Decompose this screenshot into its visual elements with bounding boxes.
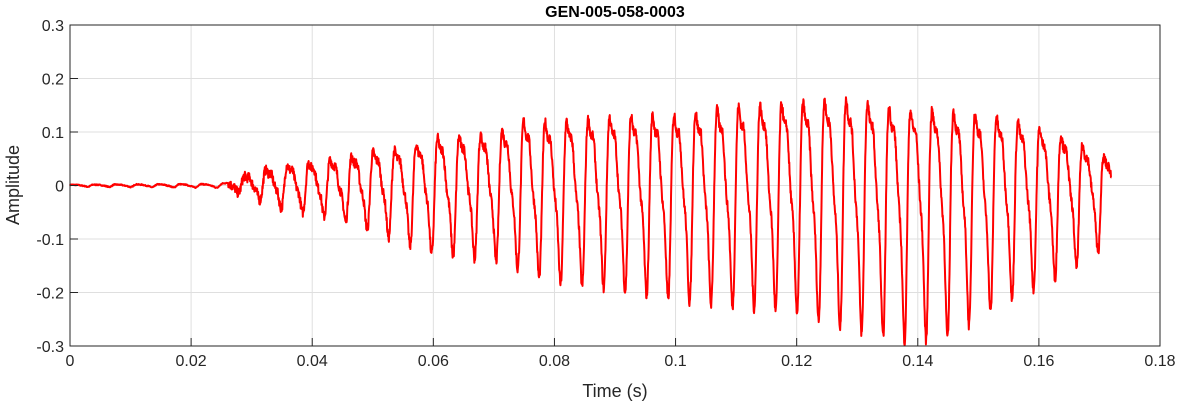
y-tick-label: 0 <box>55 179 64 196</box>
x-tick-label: 0.02 <box>176 353 207 370</box>
y-tick-label: -0.2 <box>36 286 64 303</box>
signal-line <box>69 96 1113 346</box>
x-tick-label: 0.16 <box>1023 353 1054 370</box>
y-tick-label: -0.1 <box>36 232 64 249</box>
signal-series <box>69 96 1113 346</box>
x-tick-label: 0.14 <box>902 353 933 370</box>
x-tick-label: 0.08 <box>539 353 570 370</box>
x-tick-label: 0.18 <box>1144 353 1175 370</box>
y-axis-label: Amplitude <box>3 145 23 225</box>
y-tick-label: -0.3 <box>36 339 64 356</box>
y-tick-label: 0.3 <box>42 18 64 35</box>
chart-title: GEN-005-058-0003 <box>545 4 685 21</box>
x-tick-label: 0.1 <box>664 353 686 370</box>
x-tick-label: 0.04 <box>297 353 328 370</box>
x-tick-label: 0 <box>66 353 75 370</box>
x-axis-label: Time (s) <box>582 381 647 401</box>
y-axis-ticks: -0.3 -0.2 -0.1 0 0.1 0.2 0.3 <box>36 18 78 356</box>
x-tick-label: 0.06 <box>418 353 449 370</box>
x-axis-ticks: 0 0.02 0.04 0.06 0.08 0.1 0.12 0.14 0.16 0.18 <box>66 338 1176 370</box>
y-tick-label: 0.2 <box>42 72 64 89</box>
y-tick-label: 0.1 <box>42 125 64 142</box>
x-tick-label: 0.12 <box>781 353 812 370</box>
